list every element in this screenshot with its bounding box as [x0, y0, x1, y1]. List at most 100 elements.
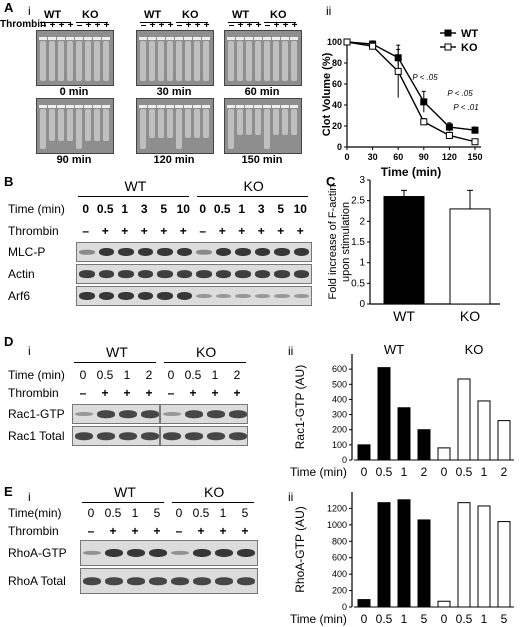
gel-thrombin-sign: – — [176, 20, 183, 31]
y-tick-label: 400 — [332, 569, 347, 579]
gel-thrombin-sign: + — [167, 20, 174, 31]
gel-tube-rim — [254, 37, 262, 40]
western-blot-d: WT KO Time (min) 0 0.5 1 2 0 0.5 1 2 Thrombin – + + + – +… — [0, 330, 260, 470]
gel-tube-rim — [184, 105, 192, 108]
time-value: 5 — [277, 202, 285, 216]
thrombin-sign: + — [145, 386, 153, 400]
gel-tube — [67, 109, 73, 141]
y-tick-label: 60 — [332, 79, 342, 89]
x-axis-title: Time (min) — [290, 612, 347, 626]
blot-band — [79, 270, 95, 278]
bar — [437, 447, 451, 461]
blot-row-label: Arf6 — [8, 289, 31, 303]
time-value: 0.5 — [96, 368, 114, 382]
x-tick-label: 0 — [361, 465, 368, 479]
f-actin-bar-chart: 0 0.5 1 1.5 2 2.5 3 Fold increase of F-actin upo… — [327, 175, 500, 324]
gel-tube-rim — [57, 37, 65, 40]
gel-tube-rim — [66, 37, 74, 40]
blot-band — [229, 432, 247, 440]
blot-band — [119, 432, 137, 440]
gel-tube — [203, 109, 209, 138]
gel-tube — [246, 41, 252, 81]
time-value: 5 — [153, 506, 161, 520]
y-tick-label: 100 — [332, 440, 347, 450]
gel-tube-rim — [148, 105, 156, 108]
gel-tube-rim — [93, 37, 101, 40]
time-value: 1 — [211, 368, 219, 382]
p-value-annotation: P < .05 — [412, 73, 438, 82]
blot-band — [127, 548, 145, 558]
blot-band — [207, 432, 225, 440]
y-tick-label: 600 — [332, 553, 347, 563]
blot-band — [137, 270, 153, 278]
blot-row-label: MLC-P — [8, 245, 46, 259]
gel-tube — [194, 109, 200, 138]
gel-thrombin-sign: + — [203, 20, 210, 31]
y-axis-title: Rac1-GTP (AU) — [293, 365, 307, 449]
blot-band — [141, 432, 159, 440]
gel-tube-rim — [66, 105, 74, 108]
gel-tube — [176, 109, 182, 149]
y-tick-label: 0 — [337, 142, 342, 152]
gel-wt-underline — [40, 22, 70, 23]
panel-sublabel-e-ii: ii — [288, 490, 294, 504]
gel-thrombin-sign: – — [76, 20, 83, 31]
y-tick-label: 600 — [332, 364, 347, 374]
blot-band — [75, 412, 93, 416]
thrombin-sign: + — [219, 524, 227, 538]
group-line-wt — [74, 362, 156, 363]
thrombin-sign: + — [140, 224, 148, 238]
time-value: 0 — [167, 368, 175, 382]
blot-row-label: RhoA Total — [8, 574, 66, 588]
blot-strip — [72, 404, 160, 424]
bar — [377, 367, 391, 461]
x-tick-label: 0 — [361, 612, 368, 626]
time-value: 3 — [257, 202, 265, 216]
blot-band — [254, 270, 270, 278]
bar — [437, 600, 451, 608]
gel-tube — [255, 41, 261, 81]
time-value: 5 — [241, 506, 249, 520]
western-blot-b: WT KO Time (min) 0 0.5 1 3 5 10 0 0.5 1 3 5 10 Thrombin… — [0, 170, 312, 310]
gel-thrombin-sign: + — [67, 20, 74, 31]
time-value: 0.5 — [104, 506, 122, 520]
clot-gel-image — [36, 98, 114, 154]
gel-thrombin-sign: + — [158, 20, 165, 31]
group-label-ko: KO — [204, 484, 225, 500]
blot-band — [75, 432, 93, 440]
bar — [357, 599, 371, 608]
gel-thrombin-sign: + — [58, 20, 65, 31]
gel-tube-rim — [202, 37, 210, 40]
x-tick-label: 0.5 — [376, 465, 393, 479]
y-axis-title-line2: upon stimulation — [340, 202, 352, 282]
gel-ko-label: KO — [182, 9, 199, 21]
y-tick-label: 0.5 — [351, 278, 365, 289]
gel-tube — [167, 109, 173, 138]
series-line-wt — [346, 41, 476, 131]
y-tick-label: 1200 — [327, 503, 347, 513]
blot-band — [141, 410, 159, 418]
gel-tube — [228, 109, 234, 149]
blot-band — [293, 294, 309, 298]
y-axis-title: RhoA-GTP (AU) — [293, 506, 307, 592]
thrombin-sign: + — [296, 224, 304, 238]
thrombin-sign: + — [109, 524, 117, 538]
gel-tube-rim — [157, 37, 165, 40]
blot-band — [274, 270, 290, 278]
blot-band — [235, 247, 251, 257]
bar — [457, 378, 471, 461]
blot-band — [215, 294, 231, 298]
x-axis-title: Time (min) — [290, 465, 347, 479]
gel-tube-rim — [139, 105, 147, 108]
y-tick-label: 500 — [332, 379, 347, 389]
gel-tube — [185, 41, 191, 81]
gel-tube-rim — [48, 37, 56, 40]
gel-tube — [158, 109, 164, 138]
blot-band — [137, 247, 153, 257]
panel-label-e: E — [4, 484, 13, 499]
time-value: 0.5 — [96, 202, 114, 216]
gel-tube — [76, 41, 82, 81]
blot-band — [196, 270, 212, 278]
gel-thrombin-sign: + — [282, 20, 289, 31]
